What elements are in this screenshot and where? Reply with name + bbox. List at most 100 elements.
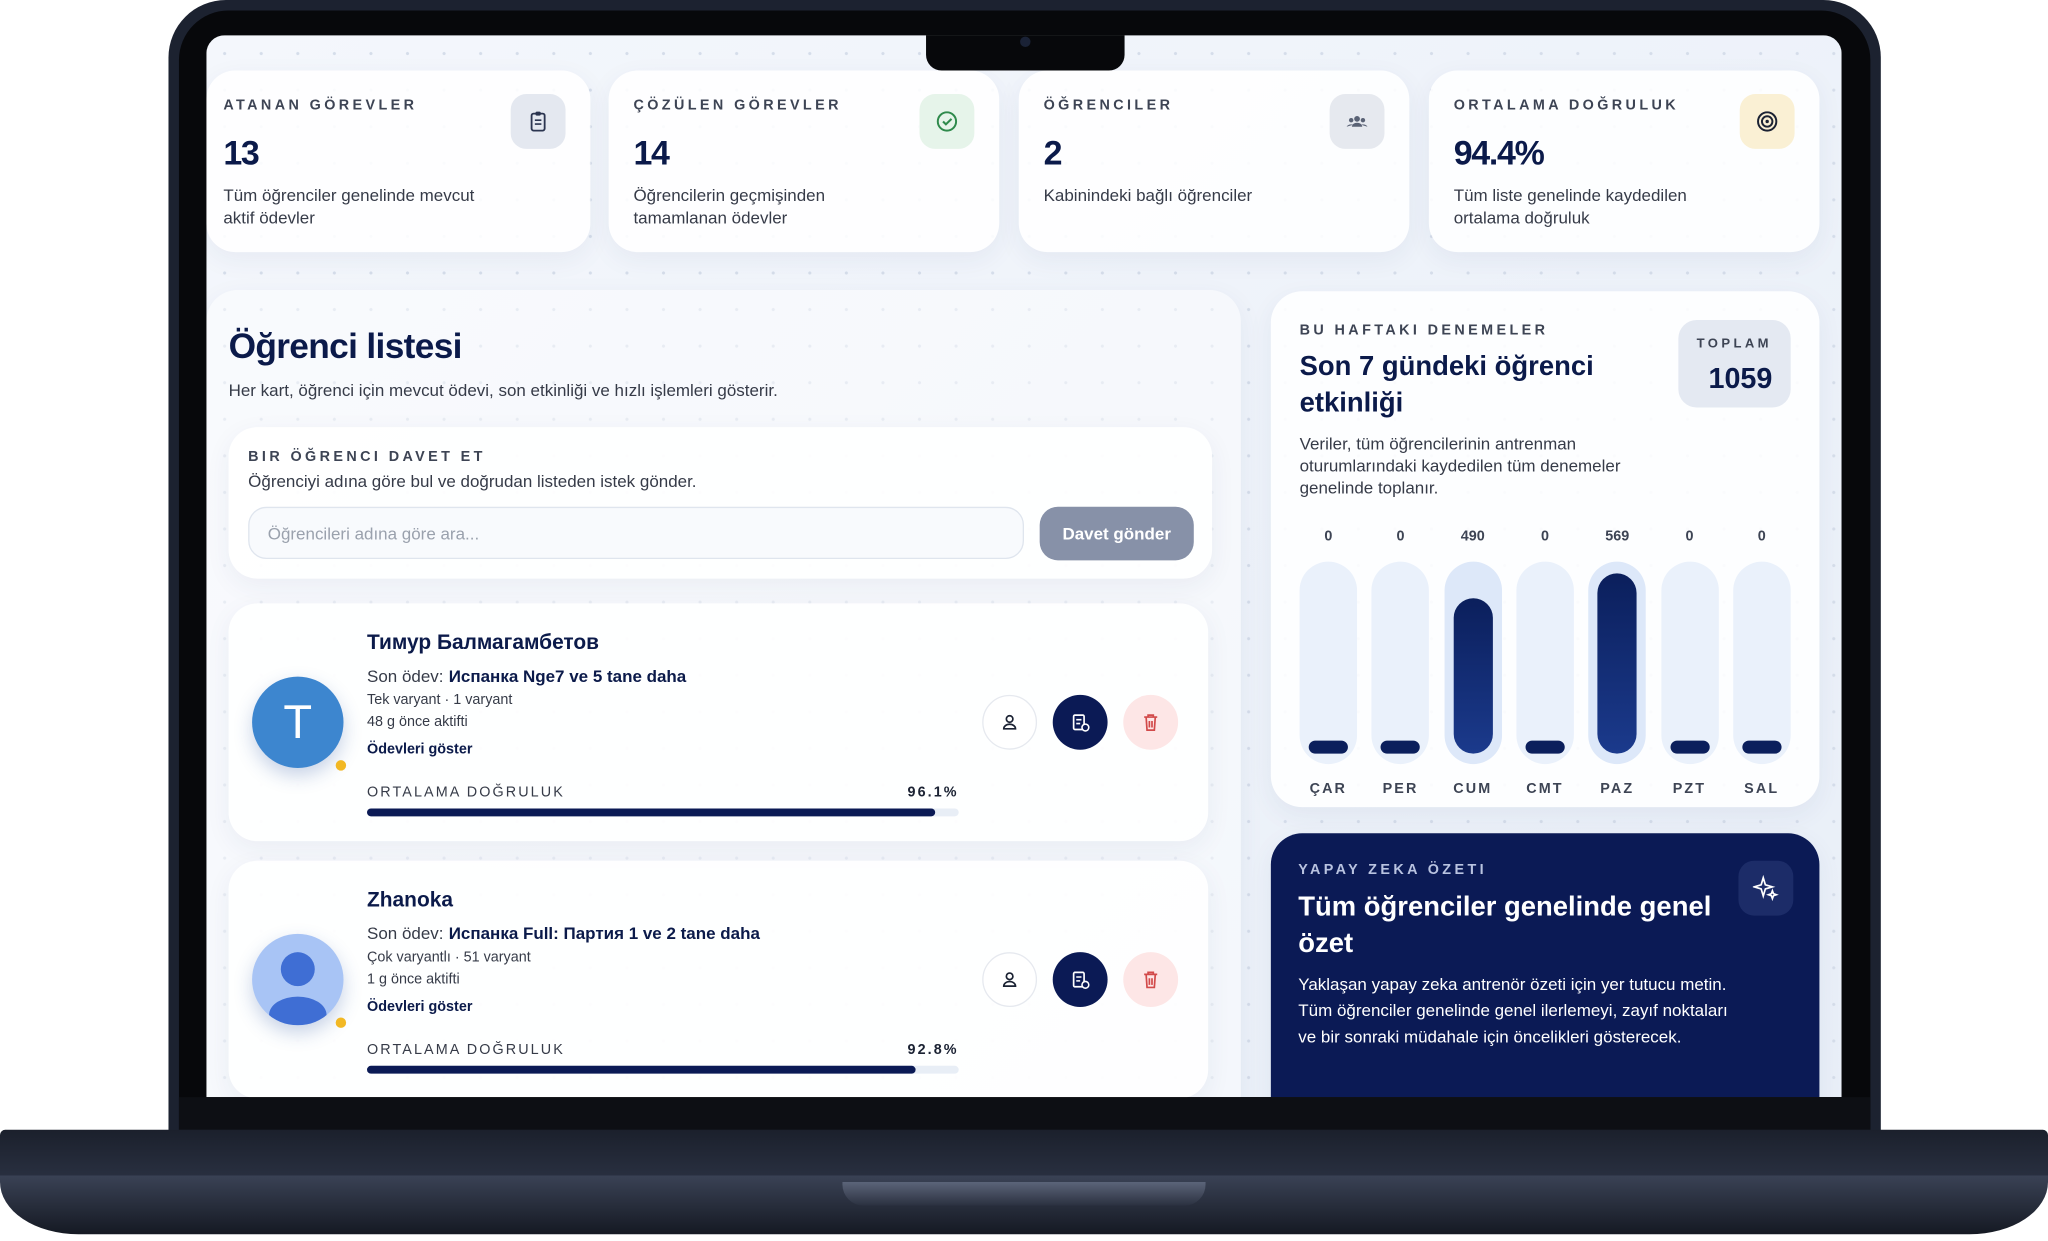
avatar-silhouette [269, 952, 327, 1026]
icon [1757, 111, 1778, 132]
bar [1597, 573, 1637, 754]
stat-description: Kabinindeki bağlı öğrenciler [1043, 185, 1253, 206]
last-active: 1 g önce aktifti [367, 971, 460, 988]
screen: ATANAN GÖREVLER 13 Tüm öğrenciler genelind… [206, 35, 1842, 1098]
list-title: Öğrenci listesi [228, 326, 463, 366]
icon [1346, 115, 1368, 127]
bar-track [1516, 561, 1574, 765]
button-icon [1144, 714, 1158, 731]
last-label: Son ödev: [367, 666, 444, 686]
last-active: 48 g önce aktifti [367, 714, 468, 731]
laptop-base [0, 1129, 2048, 1183]
stat-value: 94.4% [1453, 133, 1545, 173]
stat-card: ATANAN GÖREVLER 13 Tüm öğrenciler genelind… [206, 70, 591, 253]
show-assignments-link[interactable]: Ödevleri göster [367, 999, 473, 1015]
last-assignment-row: Son ödev: Испанка Full: Партия 1 ve 2 tan… [367, 923, 760, 943]
avatar [252, 933, 344, 1026]
stat-icon [510, 94, 566, 149]
stat-card: ÇÖZÜLEN GÖREVLER 14 Öğrencilerin geçmişind… [608, 70, 1000, 253]
last-assignment: Испанка Full: Партия 1 ve 2 tane daha [448, 923, 760, 944]
stat-description: Tüm öğrenciler genelinde mevcut aktif öd… [223, 185, 475, 228]
bar-value-label: 0 [1324, 528, 1333, 545]
stat-value: 2 [1043, 133, 1063, 173]
activity-panel: BU HAFTAKI DENEMELER Son 7 gündeki öğren… [1270, 291, 1820, 808]
bar-track [1444, 561, 1502, 765]
ai-text: Yaklaşan yapay zeka antrenör özeti için … [1298, 974, 1728, 1047]
button-icon [1144, 971, 1158, 989]
assign-button[interactable] [1052, 694, 1108, 750]
accuracy-title: ORTALAMA DOĞRULUK [367, 784, 565, 801]
stat-description: Öğrencilerin geçmişinden tamamlanan ödev… [633, 185, 826, 228]
accuracy-value: 96.1% [907, 784, 959, 801]
stat-icon [1329, 94, 1385, 149]
stat-icon [919, 94, 975, 149]
view-button[interactable] [982, 952, 1038, 1008]
delete-button[interactable] [1123, 952, 1179, 1008]
invite-label: BIR ÖĞRENCI DAVET ET [248, 449, 486, 465]
bar [1380, 740, 1421, 754]
student-card: T Тимур Балмагамбетов Son ödev: Испанка Nge… [228, 603, 1209, 842]
bar-value-label: 0 [1757, 528, 1766, 545]
bar-value-label: 569 [1605, 528, 1630, 545]
bar-track [1588, 561, 1646, 765]
stat-card: ÖĞRENCILER 2 Kabinindeki bağlı öğrenciler [1018, 70, 1410, 253]
bar [1453, 598, 1493, 754]
ai-eyebrow: YAPAY ZEKA ÖZETI [1298, 862, 1488, 878]
accuracy-bar [367, 808, 936, 817]
accuracy-bar [367, 1065, 917, 1074]
last-assignment: Испанка Nge7 ve 5 tane daha [448, 666, 687, 686]
bar [1669, 740, 1710, 754]
assign-button[interactable] [1052, 952, 1108, 1008]
total-label: TOPLAM [1696, 336, 1772, 352]
activity-title: Son 7 gündeki öğrenci etkinliği [1299, 351, 1594, 418]
stat-label: ATANAN GÖREVLER [223, 97, 418, 114]
accuracy-title: ORTALAMA DOĞRULUK [367, 1042, 565, 1058]
day-label: PZT [1672, 781, 1707, 797]
button-icon [1002, 972, 1017, 987]
student-name: Zhanoka [367, 889, 453, 912]
bar-track [1371, 561, 1430, 765]
bar-value-label: 0 [1396, 528, 1405, 545]
variant: Tek varyant · 1 varyant [367, 692, 513, 708]
search-input[interactable]: Öğrencileri adına göre ara... [248, 506, 1024, 560]
day-label: CUM [1453, 781, 1493, 797]
bar-value-label: 0 [1540, 528, 1549, 545]
stat-label: ÖĞRENCILER [1043, 97, 1174, 114]
bar [1525, 740, 1565, 754]
student-card: Zhanoka Son ödev: Испанка Full: Партия 1 v… [228, 860, 1209, 1098]
ai-summary-panel: YAPAY ZEKA ÖZETI Tüm öğrenciler genelind… [1270, 833, 1820, 1098]
camera [1020, 36, 1031, 48]
stat-card: ORTALAMA DOĞRULUK 94.4% Tüm liste genelind… [1428, 70, 1820, 253]
button-icon [1072, 971, 1090, 989]
stat-value: 14 [633, 133, 669, 173]
stat-label: ORTALAMA DOĞRULUK [1453, 97, 1680, 114]
activity-description: Veriler, tüm öğrencilerinin antrenman ot… [1299, 433, 1621, 498]
icon [936, 111, 958, 132]
avatar: T [252, 676, 344, 768]
accuracy-value: 92.8% [907, 1042, 959, 1058]
bar [1742, 740, 1782, 754]
bar-track [1299, 561, 1358, 765]
chin [178, 1097, 1871, 1130]
invite-card: BIR ÖĞRENCI DAVET ET Öğrenciyi adına gör… [228, 427, 1213, 579]
show-assignments-link[interactable]: Ödevleri göster [367, 741, 473, 758]
total-value: 1059 [1708, 361, 1773, 395]
sparkle-icon [1738, 860, 1794, 916]
bar [1308, 740, 1348, 754]
status-dot [335, 760, 347, 771]
day-label: ÇAR [1309, 781, 1348, 797]
total-box: TOPLAM 1059 [1678, 319, 1791, 408]
list-subtitle: Her kart, öğrenci için mevcut ödevi, son… [228, 380, 778, 400]
hinge-notch [842, 1182, 1206, 1206]
view-button[interactable] [982, 694, 1038, 750]
stat-description: Tüm liste genelinde kaydedilen ortalama … [1453, 185, 1687, 228]
delete-button[interactable] [1123, 694, 1179, 750]
day-label: SAL [1744, 781, 1780, 797]
stat-label: ÇÖZÜLEN GÖREVLER [633, 97, 842, 114]
button-icon [1072, 714, 1090, 732]
student-name: Тимур Балмагамбетов [367, 632, 599, 655]
button-icon [1002, 714, 1017, 730]
invite-button[interactable]: Davet gönder [1039, 506, 1194, 561]
status-dot [335, 1017, 347, 1028]
